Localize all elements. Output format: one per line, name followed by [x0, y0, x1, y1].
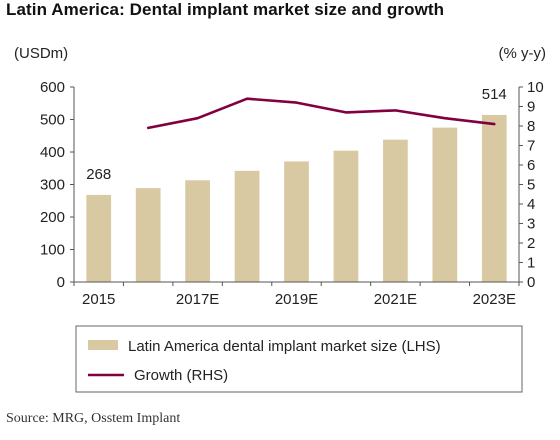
x-tick-label: 2019E	[275, 291, 318, 308]
x-tick-label: 2023E	[473, 291, 516, 308]
labels-group: 0 100 200 300 400 500 600 0 1 2 3 4 5 6 7 8 9 10 2015 2017E…	[14, 45, 546, 308]
left-tick-label: 600	[40, 79, 65, 96]
x-tick-label: 2017E	[176, 291, 219, 308]
legend-bar-swatch	[88, 340, 118, 350]
x-tick-label: 2021E	[374, 291, 417, 308]
right-tick-label: 5	[527, 177, 535, 194]
left-tick-label: 500	[40, 112, 65, 129]
bar-2018e	[234, 170, 260, 282]
right-tick-label: 4	[527, 196, 535, 213]
right-tick-label: 9	[527, 99, 535, 116]
bar-2016e	[135, 188, 161, 282]
right-tick-label: 6	[527, 157, 535, 174]
bar-2023e	[481, 114, 507, 282]
source-note: Source: MRG, Osstem Implant	[6, 411, 181, 426]
right-tick-label: 7	[527, 138, 535, 155]
left-tick-label: 300	[40, 177, 65, 194]
left-tick-label: 200	[40, 209, 65, 226]
right-tick-label: 1	[527, 255, 535, 272]
bar-2022e	[432, 127, 458, 282]
legend-group: Latin America dental implant market size…	[75, 325, 523, 393]
right-tick-label: 10	[527, 79, 544, 96]
left-axis-unit: (USDm)	[14, 45, 68, 62]
bar-2020e	[333, 150, 359, 282]
left-tick-label: 0	[57, 274, 65, 291]
bar-2015	[86, 194, 112, 282]
bars-group	[86, 114, 507, 282]
axes-group	[70, 86, 523, 286]
left-tick-label: 100	[40, 242, 65, 259]
left-tick-label: 400	[40, 144, 65, 161]
x-tick-label: 2015	[82, 291, 115, 308]
growth-line-group	[146, 97, 496, 130]
right-tick-label: 3	[527, 216, 535, 233]
bar-2021e	[383, 139, 408, 282]
legend-bar-label: Latin America dental implant market size…	[128, 338, 441, 355]
bar-data-label: 268	[86, 166, 111, 183]
right-tick-label: 8	[527, 118, 535, 135]
right-tick-label: 0	[527, 274, 535, 291]
chart-title: Latin America: Dental implant market siz…	[6, 0, 445, 19]
right-axis-unit: (% y-y)	[499, 45, 547, 62]
bar-data-label: 514	[482, 86, 507, 103]
right-tick-label: 2	[527, 235, 535, 252]
growth-line	[146, 97, 496, 130]
legend-box	[75, 325, 523, 393]
bar-2017e	[185, 180, 210, 282]
legend-line-label: Growth (RHS)	[134, 367, 228, 384]
bar-2019e	[284, 161, 309, 282]
